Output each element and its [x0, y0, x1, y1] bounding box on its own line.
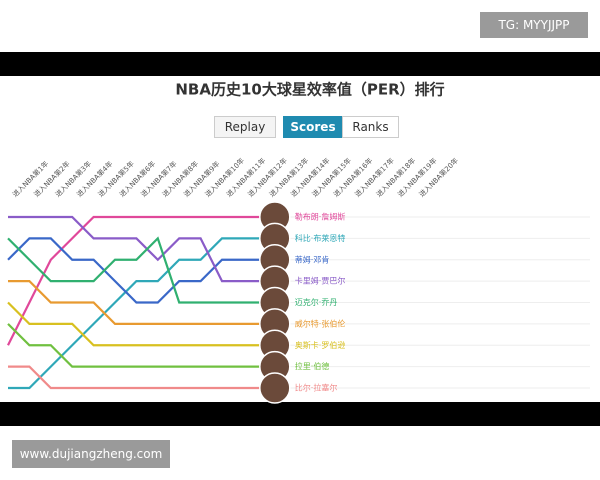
series-label: 拉里·伯德 [295, 361, 330, 371]
avatar [259, 350, 291, 383]
x-tick-label: 进入NBA第16年 [331, 156, 374, 199]
x-tick-label: 进入NBA第7年 [139, 159, 179, 199]
x-tick-label: 进入NBA第13年 [267, 156, 310, 199]
scores-button[interactable]: Scores [283, 116, 343, 138]
x-tick-label: 进入NBA第6年 [117, 159, 157, 199]
avatar [259, 286, 291, 319]
x-tick-label: 进入NBA第8年 [160, 159, 200, 199]
series-label: 比尔·拉塞尔 [295, 383, 338, 393]
series-label: 迈克尔·乔丹 [295, 297, 338, 307]
series-label: 科比·布莱恩特 [295, 233, 346, 243]
x-tick-label: 进入NBA第2年 [32, 159, 72, 199]
x-tick-label: 进入NBA第9年 [182, 159, 222, 199]
x-tick-label: 进入NBA第10年 [203, 156, 246, 199]
series-line [7, 323, 265, 368]
x-tick-label: 进入NBA第18年 [374, 156, 417, 199]
series-line [8, 215, 265, 283]
x-tick-label: 进入NBA第1年 [10, 159, 50, 199]
avatar [259, 222, 291, 255]
letterbox-bottom [0, 402, 600, 426]
series-line [8, 280, 265, 325]
series-label: 奥斯卡·罗伯逊 [295, 340, 346, 350]
avatar [259, 372, 291, 404]
x-tick-label: 进入NBA第5年 [96, 159, 136, 199]
avatar [259, 265, 291, 297]
avatar [259, 308, 291, 340]
x-tick-label: 进入NBA第17年 [353, 156, 396, 199]
x-tick-label: 进入NBA第12年 [246, 156, 289, 199]
replay-button[interactable]: Replay [214, 116, 276, 138]
x-tick-label: 进入NBA第15年 [310, 156, 353, 199]
x-tick-label: 进入NBA第20年 [417, 156, 460, 199]
letterbox-top [0, 52, 600, 76]
series-label: 威尔特·张伯伦 [295, 318, 346, 328]
series-label: 勒布朗·詹姆斯 [295, 212, 346, 222]
avatar [259, 244, 291, 276]
watermark-top: TG: MYYJJPP [480, 12, 588, 38]
series-label: 卡里姆·贾巴尔 [295, 276, 346, 286]
ranks-button[interactable]: Ranks [342, 116, 399, 138]
x-tick-label: 进入NBA第11年 [224, 156, 267, 199]
series-line [7, 236, 265, 304]
avatar [259, 201, 291, 233]
series-line [7, 301, 265, 347]
series-line [8, 237, 265, 390]
watermark-bottom: www.dujiangzheng.com [12, 440, 170, 468]
series-line [7, 215, 265, 346]
series-line [7, 237, 265, 304]
chart-title: NBA历史10大球星效率值（PER）排行 [175, 81, 444, 99]
x-tick-label: 进入NBA第3年 [53, 159, 93, 199]
series-label: 蒂姆·邓肯 [295, 254, 330, 264]
x-tick-label: 进入NBA第4年 [75, 159, 115, 199]
series-line [8, 365, 265, 390]
x-tick-label: 进入NBA第19年 [396, 156, 439, 199]
avatar [259, 329, 291, 361]
x-tick-label: 进入NBA第14年 [289, 156, 332, 199]
